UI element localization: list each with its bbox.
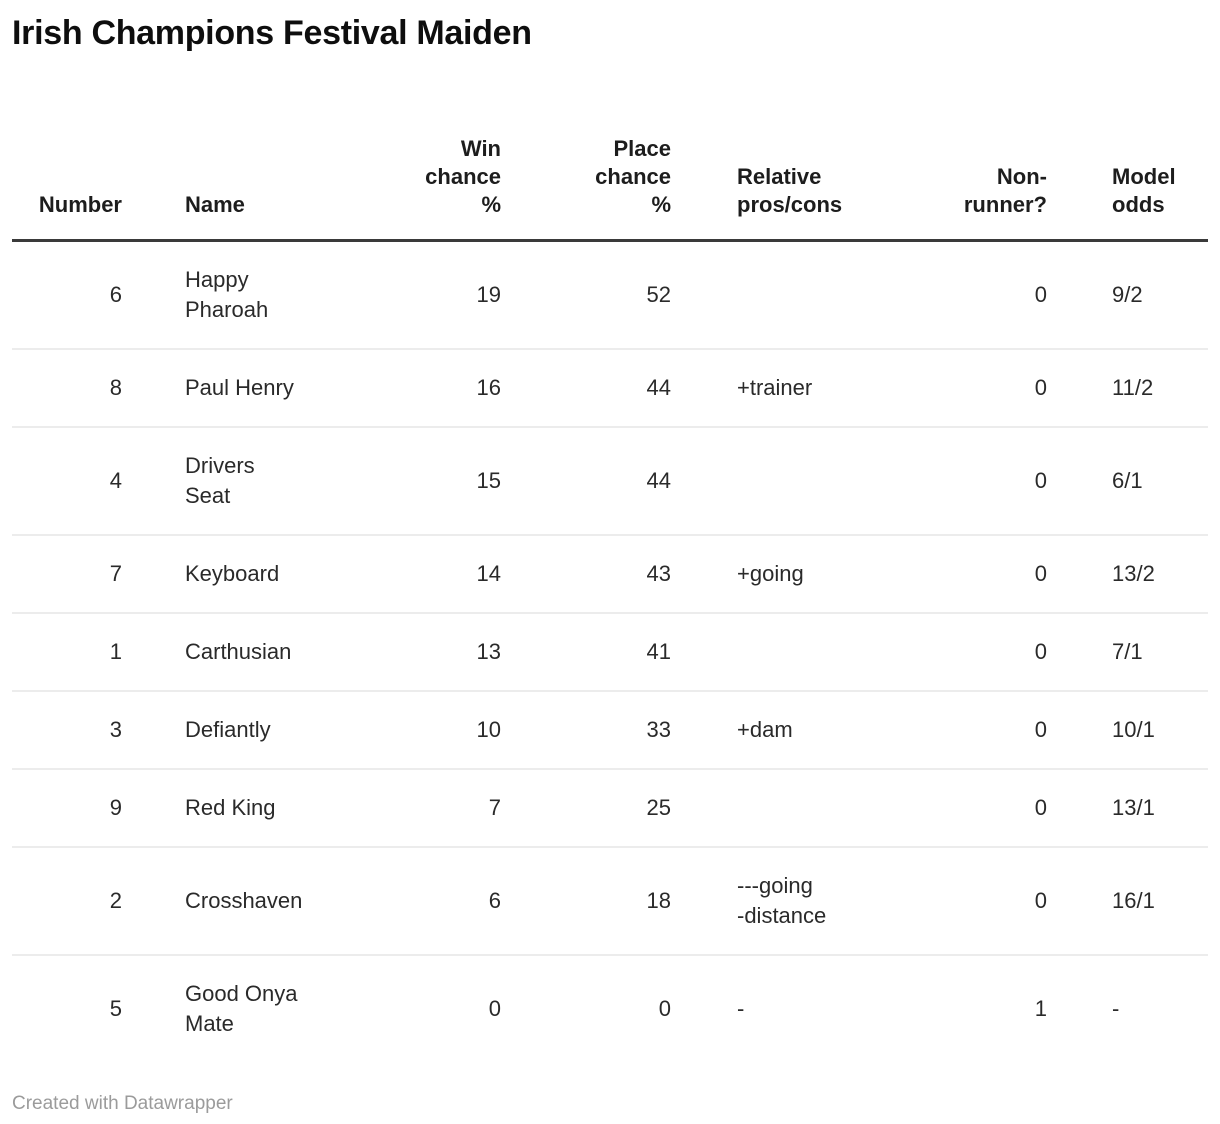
cell-non-runner: 0	[1034, 467, 1047, 493]
cell-win-chance: 13	[476, 638, 501, 664]
cell-pros-cons: ---going -distance	[737, 872, 827, 928]
cell-pros-cons: -	[737, 995, 745, 1021]
cell-win-chance: 16	[476, 374, 501, 400]
page-title: Irish Champions Festival Maiden	[12, 14, 532, 52]
cell-model-odds: 10/1	[1112, 716, 1155, 742]
cell-win-chance: 10	[476, 716, 501, 742]
cell-name: Drivers Seat	[185, 452, 255, 508]
col-header-model-odds: Model odds	[1112, 163, 1176, 217]
cell-pros-cons	[671, 240, 884, 349]
cell-model-odds: 6/1	[1112, 467, 1143, 493]
cell-win-chance: 0	[488, 995, 501, 1021]
col-header-place-chance: Place chance %	[595, 135, 671, 217]
cell-win-chance: 7	[488, 794, 501, 820]
table-row: 6 Happy Pharoah 19 52 0 9/2	[12, 240, 1208, 349]
cell-place-chance: 44	[646, 374, 671, 400]
col-header-number: Number	[38, 191, 122, 217]
cell-non-runner: 0	[1034, 794, 1047, 820]
cell-pros-cons	[671, 427, 884, 535]
table-row: 1 Carthusian 13 41 0 7/1	[12, 612, 1208, 691]
cell-pros-cons: +dam	[737, 716, 793, 742]
cell-non-runner: 0	[1034, 638, 1047, 664]
cell-model-odds: -	[1112, 995, 1120, 1021]
col-header-name: Name	[185, 191, 245, 217]
cell-number: 5	[109, 995, 122, 1021]
cell-place-chance: 43	[646, 560, 671, 586]
col-header-pros-cons: Relative pros/cons	[737, 163, 843, 217]
cell-non-runner: 0	[1034, 887, 1047, 913]
cell-non-runner: 0	[1034, 716, 1047, 742]
cell-non-runner: 0	[1034, 560, 1047, 586]
cell-name: Carthusian	[185, 638, 292, 664]
cell-number: 3	[109, 716, 122, 742]
cell-model-odds: 13/1	[1112, 794, 1155, 820]
cell-pros-cons: +trainer	[737, 374, 813, 400]
cell-win-chance: 19	[476, 281, 501, 307]
cell-name: Crosshaven	[185, 887, 303, 913]
cell-name: Defiantly	[185, 716, 271, 742]
cell-pros-cons	[671, 613, 884, 691]
cell-name: Paul Henry	[185, 374, 294, 400]
cell-place-chance: 41	[646, 638, 671, 664]
table-row: 8 Paul Henry 16 44 +trainer 0 11/2	[12, 348, 1208, 427]
cell-number: 1	[109, 638, 122, 664]
cell-model-odds: 13/2	[1112, 560, 1155, 586]
cell-number: 2	[109, 887, 122, 913]
cell-non-runner: 1	[1034, 995, 1047, 1021]
cell-name: Good Onya Mate	[185, 980, 298, 1036]
attribution-text: Created with Datawrapper	[12, 1092, 233, 1114]
runners-table: Number Name Win chance % Place chance % …	[12, 90, 1208, 1062]
cell-place-chance: 18	[646, 887, 671, 913]
cell-model-odds: 11/2	[1112, 374, 1154, 400]
cell-place-chance: 33	[646, 716, 671, 742]
cell-non-runner: 0	[1034, 281, 1047, 307]
cell-number: 6	[109, 281, 122, 307]
table-row: 2 Crosshaven 6 18 ---going -distance 0 1…	[12, 846, 1208, 955]
cell-number: 8	[109, 374, 122, 400]
table-body: 6 Happy Pharoah 19 52 0 9/2 8 Paul Henry…	[12, 240, 1208, 1062]
cell-place-chance: 52	[646, 281, 671, 307]
chart-container: Irish Champions Festival Maiden Number N…	[0, 12, 1220, 1115]
table-row: 3 Defiantly 10 33 +dam 0 10/1	[12, 690, 1208, 769]
cell-win-chance: 14	[476, 560, 501, 586]
table-row: 7 Keyboard 14 43 +going 0 13/2	[12, 534, 1208, 613]
col-header-win-chance: Win chance %	[425, 135, 501, 217]
table-row: 9 Red King 7 25 0 13/1	[12, 768, 1208, 847]
table-row: 5 Good Onya Mate 0 0 - 1 -	[12, 954, 1208, 1062]
cell-win-chance: 15	[476, 467, 501, 493]
cell-place-chance: 0	[658, 995, 671, 1021]
table-row: 4 Drivers Seat 15 44 0 6/1	[12, 426, 1208, 535]
cell-number: 7	[109, 560, 122, 586]
cell-pros-cons: +going	[737, 560, 804, 586]
cell-model-odds: 7/1	[1112, 638, 1143, 664]
col-header-non-runner: Non- runner?	[963, 163, 1047, 217]
cell-name: Keyboard	[185, 560, 280, 586]
cell-number: 9	[109, 794, 122, 820]
cell-place-chance: 44	[646, 467, 671, 493]
cell-number: 4	[109, 467, 122, 493]
cell-model-odds: 9/2	[1112, 281, 1143, 307]
cell-place-chance: 25	[646, 794, 671, 820]
table-header-row: Number Name Win chance % Place chance % …	[12, 90, 1208, 240]
cell-model-odds: 16/1	[1112, 887, 1155, 913]
cell-non-runner: 0	[1034, 374, 1047, 400]
cell-win-chance: 6	[488, 887, 501, 913]
cell-name: Happy Pharoah	[185, 266, 269, 322]
table-header: Number Name Win chance % Place chance % …	[12, 90, 1208, 240]
cell-name: Red King	[185, 794, 276, 820]
cell-pros-cons	[671, 769, 884, 847]
